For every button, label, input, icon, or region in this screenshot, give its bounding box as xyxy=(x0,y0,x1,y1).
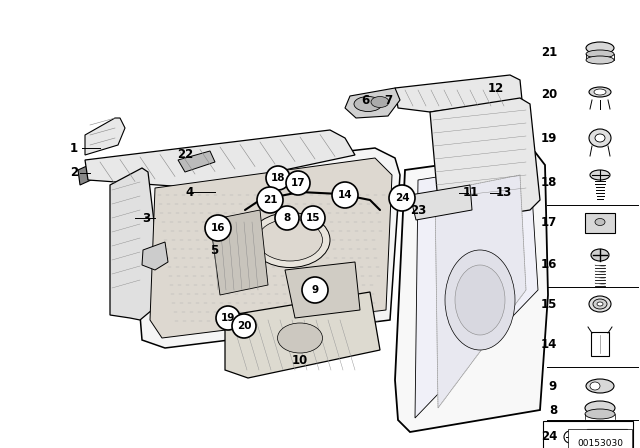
Ellipse shape xyxy=(590,382,600,390)
Ellipse shape xyxy=(591,249,609,261)
Ellipse shape xyxy=(586,50,614,58)
Ellipse shape xyxy=(564,431,576,443)
Text: 3: 3 xyxy=(142,211,150,224)
Text: 19: 19 xyxy=(541,132,557,145)
Ellipse shape xyxy=(589,87,611,97)
Text: 21: 21 xyxy=(541,46,557,59)
Text: 2: 2 xyxy=(70,165,78,178)
Ellipse shape xyxy=(589,129,611,147)
Text: 17: 17 xyxy=(291,178,305,188)
Circle shape xyxy=(301,206,325,230)
Circle shape xyxy=(216,306,240,330)
Text: 9: 9 xyxy=(548,379,557,392)
Ellipse shape xyxy=(371,96,389,108)
Ellipse shape xyxy=(585,409,615,419)
Text: 21: 21 xyxy=(263,195,277,205)
Text: 13: 13 xyxy=(496,186,512,199)
Polygon shape xyxy=(430,98,540,224)
Polygon shape xyxy=(345,88,400,118)
Text: 19: 19 xyxy=(221,313,235,323)
Text: 20: 20 xyxy=(237,321,252,331)
Polygon shape xyxy=(110,168,155,320)
Circle shape xyxy=(232,314,256,338)
Text: 15: 15 xyxy=(541,297,557,310)
Text: 18: 18 xyxy=(541,177,557,190)
Ellipse shape xyxy=(589,296,611,312)
Ellipse shape xyxy=(250,212,330,267)
Text: 24: 24 xyxy=(541,431,557,444)
Polygon shape xyxy=(410,185,472,220)
Circle shape xyxy=(389,185,415,211)
Text: 16: 16 xyxy=(541,258,557,271)
Polygon shape xyxy=(138,148,400,348)
FancyBboxPatch shape xyxy=(591,332,609,356)
Text: 14: 14 xyxy=(541,339,557,352)
Text: 8: 8 xyxy=(284,213,291,223)
Text: 6: 6 xyxy=(361,94,369,107)
Ellipse shape xyxy=(595,219,605,225)
Circle shape xyxy=(266,166,290,190)
Polygon shape xyxy=(142,242,168,270)
Text: 22: 22 xyxy=(177,148,193,161)
Ellipse shape xyxy=(354,96,382,112)
Text: 24: 24 xyxy=(395,193,410,203)
Text: 18: 18 xyxy=(271,173,285,183)
Polygon shape xyxy=(150,158,392,338)
Text: 23: 23 xyxy=(410,203,426,216)
Ellipse shape xyxy=(586,56,614,64)
Text: 10: 10 xyxy=(292,353,308,366)
Text: 12: 12 xyxy=(488,82,504,95)
Text: 4: 4 xyxy=(185,185,193,198)
Polygon shape xyxy=(85,118,125,155)
Text: 16: 16 xyxy=(211,223,225,233)
Circle shape xyxy=(332,182,358,208)
FancyBboxPatch shape xyxy=(585,213,615,233)
Polygon shape xyxy=(225,292,380,378)
Ellipse shape xyxy=(278,323,323,353)
Text: 9: 9 xyxy=(312,285,319,295)
Text: 11: 11 xyxy=(463,186,479,199)
Circle shape xyxy=(302,277,328,303)
Ellipse shape xyxy=(590,170,610,180)
Circle shape xyxy=(205,215,231,241)
Text: 00153030: 00153030 xyxy=(577,439,623,448)
Polygon shape xyxy=(178,151,215,172)
Polygon shape xyxy=(210,210,268,295)
Ellipse shape xyxy=(585,401,615,415)
Text: 7: 7 xyxy=(384,94,392,107)
Text: 20: 20 xyxy=(541,89,557,102)
Text: 5: 5 xyxy=(210,244,218,257)
Polygon shape xyxy=(435,175,526,408)
Ellipse shape xyxy=(586,42,614,54)
Circle shape xyxy=(275,206,299,230)
Circle shape xyxy=(257,187,283,213)
Polygon shape xyxy=(78,160,102,185)
Text: 15: 15 xyxy=(306,213,320,223)
Polygon shape xyxy=(395,75,522,112)
Ellipse shape xyxy=(597,302,603,306)
Polygon shape xyxy=(285,262,360,318)
Circle shape xyxy=(286,171,310,195)
Ellipse shape xyxy=(593,299,607,309)
FancyBboxPatch shape xyxy=(543,421,633,448)
Text: 17: 17 xyxy=(541,215,557,228)
Ellipse shape xyxy=(445,250,515,350)
Polygon shape xyxy=(395,152,548,432)
FancyBboxPatch shape xyxy=(587,429,627,447)
Polygon shape xyxy=(415,162,538,418)
Ellipse shape xyxy=(586,379,614,393)
Ellipse shape xyxy=(455,265,505,335)
Ellipse shape xyxy=(594,89,606,95)
Text: 14: 14 xyxy=(338,190,352,200)
Ellipse shape xyxy=(257,219,323,261)
Ellipse shape xyxy=(595,134,605,142)
Text: 1: 1 xyxy=(70,142,78,155)
Polygon shape xyxy=(85,130,355,188)
Text: 8: 8 xyxy=(548,404,557,417)
